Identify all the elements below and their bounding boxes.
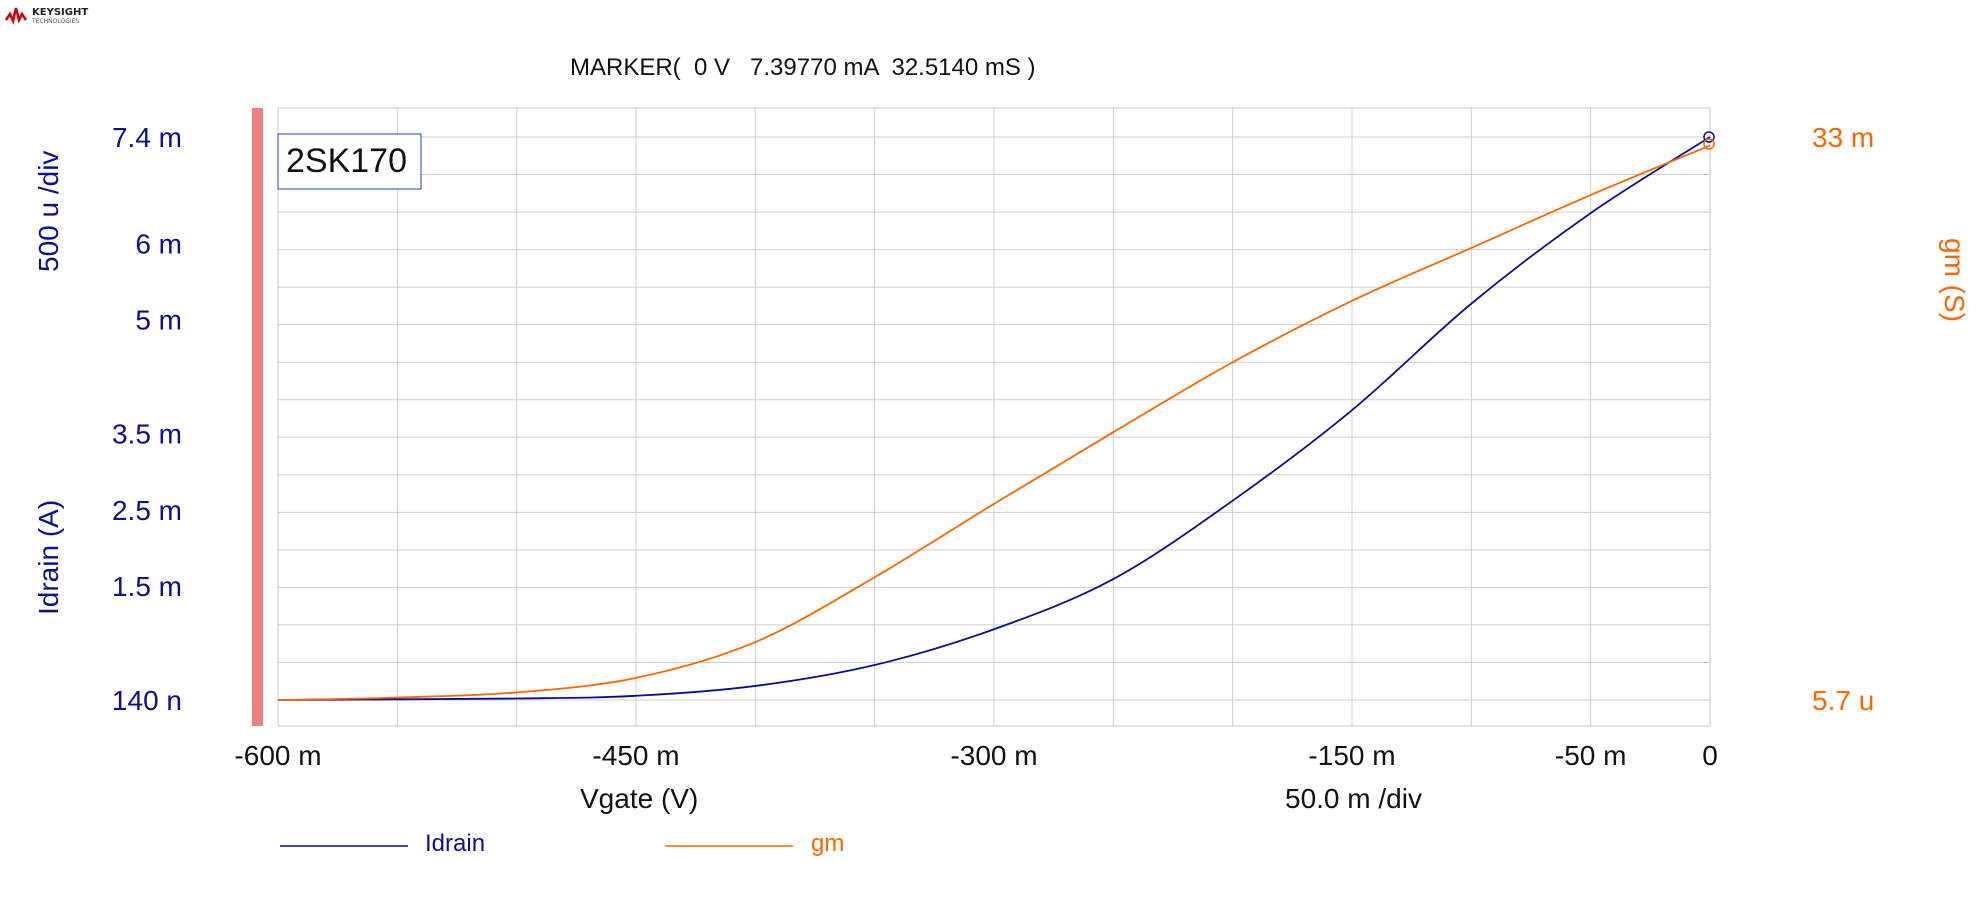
x-tick-label: -600 m	[234, 740, 321, 771]
idrain-marker-symbol[interactable]	[1703, 131, 1715, 143]
keysight-wave-icon	[4, 7, 28, 26]
right-axis-ticks: 33 m 5.7 u	[1812, 122, 1874, 716]
right-tick-label: 5.7 u	[1812, 685, 1874, 716]
left-tick-label: 5 m	[135, 305, 182, 336]
chart-title-box: 2SK170	[277, 133, 422, 190]
left-tick-label: 1.5 m	[112, 571, 182, 602]
plot-frame	[277, 107, 1711, 727]
left-axis-ticks: 7.4 m 6 m 5 m 3.5 m 2.5 m 1.5 m 140 n	[112, 122, 182, 716]
gm-marker-symbol[interactable]	[1703, 138, 1715, 150]
legend-idrain-label: Idrain	[425, 830, 485, 857]
x-tick-label: -50 m	[1555, 740, 1627, 771]
brand-name: KEYSIGHT	[32, 7, 88, 18]
marker-readout: MARKER( 0 V 7.39770 mA 32.5140 mS )	[570, 54, 1036, 81]
x-tick-label: 0	[1702, 740, 1718, 771]
x-axis-div-label: 50.0 m /div	[1285, 783, 1422, 814]
x-axis-ticks: -600 m -450 m -300 m -150 m -50 m 0	[234, 740, 1717, 771]
brand-sub: TECHNOLOGIES	[31, 18, 79, 25]
right-axis-title: gm (S)	[1939, 238, 1970, 322]
left-tick-label: 2.5 m	[112, 495, 182, 526]
chart-title: 2SK170	[286, 142, 407, 180]
legend: Idrain gm	[280, 830, 844, 857]
right-tick-label: 33 m	[1812, 122, 1874, 153]
marker-bar[interactable]	[252, 108, 263, 726]
left-axis-title: Idrain (A)	[33, 500, 64, 615]
series-line-gm	[277, 144, 1711, 701]
left-tick-label: 140 n	[112, 685, 182, 716]
x-axis-title: Vgate (V)	[580, 783, 698, 814]
left-axis-div-label: 500 u /div	[33, 151, 64, 272]
series-line-idrain	[277, 136, 1711, 701]
series-layer	[277, 136, 1711, 701]
x-tick-label: -150 m	[1308, 740, 1395, 771]
x-tick-label: -450 m	[592, 740, 679, 771]
left-tick-label: 7.4 m	[112, 122, 182, 153]
plot-grid	[278, 108, 1710, 726]
legend-gm-label: gm	[811, 830, 844, 857]
left-tick-label: 6 m	[135, 229, 182, 260]
left-tick-label: 3.5 m	[112, 419, 182, 450]
keysight-logo: KEYSIGHT TECHNOLOGIES	[4, 7, 88, 26]
x-tick-label: -300 m	[950, 740, 1037, 771]
